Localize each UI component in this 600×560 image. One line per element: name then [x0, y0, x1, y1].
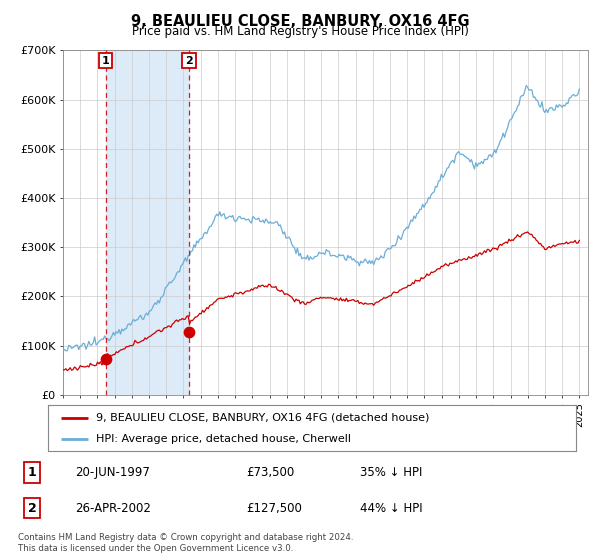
Text: 9, BEAULIEU CLOSE, BANBURY, OX16 4FG: 9, BEAULIEU CLOSE, BANBURY, OX16 4FG [131, 14, 469, 29]
Point [101, 354, 110, 363]
Text: 44% ↓ HPI: 44% ↓ HPI [360, 502, 422, 515]
Point [184, 328, 194, 337]
Text: 2: 2 [185, 55, 193, 66]
Text: 35% ↓ HPI: 35% ↓ HPI [360, 466, 422, 479]
Text: £127,500: £127,500 [246, 502, 302, 515]
Text: 9, BEAULIEU CLOSE, BANBURY, OX16 4FG (detached house): 9, BEAULIEU CLOSE, BANBURY, OX16 4FG (de… [95, 413, 429, 423]
Text: 1: 1 [101, 55, 109, 66]
Text: Contains HM Land Registry data © Crown copyright and database right 2024.
This d: Contains HM Land Registry data © Crown c… [18, 533, 353, 553]
Text: HPI: Average price, detached house, Cherwell: HPI: Average price, detached house, Cher… [95, 435, 350, 444]
Text: 26-APR-2002: 26-APR-2002 [75, 502, 151, 515]
Text: 2: 2 [28, 502, 37, 515]
Bar [106, 50, 189, 395]
Text: £73,500: £73,500 [246, 466, 294, 479]
Text: 20-JUN-1997: 20-JUN-1997 [75, 466, 150, 479]
Text: 1: 1 [28, 466, 37, 479]
Text: Price paid vs. HM Land Registry's House Price Index (HPI): Price paid vs. HM Land Registry's House … [131, 25, 469, 38]
